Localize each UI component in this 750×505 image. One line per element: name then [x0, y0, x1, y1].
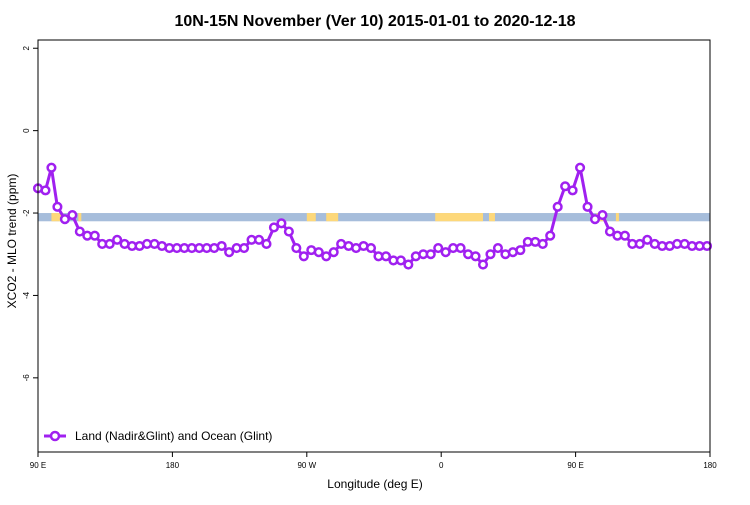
data-point	[276, 218, 287, 229]
y-tick-label: 2	[22, 45, 31, 50]
data-point	[268, 222, 279, 233]
data-point	[224, 247, 235, 258]
data-point	[589, 214, 601, 225]
data-point	[403, 259, 414, 270]
x-tick-label: 90 E	[30, 461, 46, 470]
data-point	[328, 247, 339, 258]
legend-label: Land (Nadir&Glint) and Ocean (Glint)	[75, 429, 272, 443]
data-point	[365, 243, 377, 254]
land-segment	[306, 213, 316, 222]
data-point	[477, 259, 489, 270]
y-axis-label: XCO2 - MLO trend (ppm)	[5, 174, 19, 309]
data-point	[597, 210, 608, 221]
data-point	[470, 251, 481, 262]
data-point	[112, 234, 123, 245]
x-tick-label: 90 E	[567, 461, 583, 470]
data-point	[455, 243, 466, 254]
y-tick-label: 0	[22, 128, 31, 133]
data-point	[701, 240, 713, 252]
data-point	[619, 230, 630, 241]
data-point	[395, 255, 406, 266]
y-tick-label: -4	[22, 291, 31, 299]
data-point	[52, 201, 63, 212]
data-point	[604, 226, 615, 237]
data-point	[46, 162, 57, 173]
data-point	[321, 251, 332, 262]
data-point	[59, 214, 70, 225]
data-point	[216, 240, 227, 252]
land-segment	[78, 213, 82, 222]
land-segment	[615, 213, 619, 222]
plot-frame	[37, 39, 711, 453]
data-point	[642, 234, 653, 245]
land-ocean-band	[38, 213, 710, 222]
data-point	[261, 238, 272, 249]
chart-title: 10N-15N November (Ver 10) 2015-01-01 to …	[174, 13, 575, 30]
data-point	[313, 247, 324, 258]
data-point	[440, 247, 451, 258]
data-point	[67, 210, 78, 221]
x-tick-label: 90 W	[297, 461, 316, 470]
series-layer	[32, 162, 713, 270]
data-point	[380, 251, 391, 262]
data-point	[298, 251, 309, 262]
data-point	[74, 226, 85, 237]
data-point	[104, 238, 115, 249]
data-point	[552, 201, 563, 212]
data-point	[582, 201, 593, 212]
data-point	[537, 238, 548, 249]
x-tick-label: 180	[703, 461, 717, 470]
y-tick-label: -6	[22, 374, 31, 382]
data-point	[40, 185, 51, 196]
data-point	[634, 238, 645, 249]
axis-ticks: 90 E 180 90 W 0 90 E 180 2 0 -2 -4 -6	[22, 45, 717, 470]
data-point	[560, 181, 571, 192]
data-point	[545, 230, 556, 241]
land-segment	[326, 213, 339, 222]
data-point	[575, 162, 586, 173]
x-axis-label: Longitude (deg E)	[327, 477, 422, 491]
data-point	[253, 234, 265, 245]
y-tick-label: -2	[22, 209, 31, 217]
legend-marker	[49, 430, 61, 442]
land-segment	[51, 213, 64, 222]
legend: Land (Nadir&Glint) and Ocean (Glint)	[44, 429, 272, 443]
data-point	[433, 243, 444, 254]
land-segment	[435, 213, 484, 222]
data-point	[515, 245, 526, 256]
data-point	[283, 226, 294, 237]
data-point	[239, 243, 250, 254]
data-point	[492, 243, 503, 254]
x-tick-label: 0	[439, 461, 444, 470]
x-tick-label: 180	[166, 461, 180, 470]
data-point	[425, 249, 436, 260]
data-point	[291, 243, 302, 254]
ocean-band	[38, 213, 710, 222]
land-segment	[488, 213, 495, 222]
data-point	[485, 249, 496, 260]
data-point	[567, 185, 578, 196]
data-point	[89, 230, 100, 241]
